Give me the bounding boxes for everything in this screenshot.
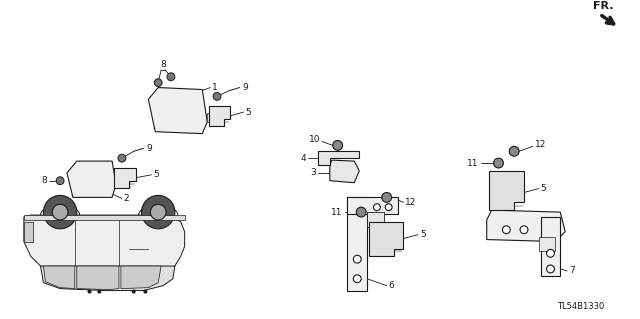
- Circle shape: [502, 226, 510, 234]
- Text: TL54B1330: TL54B1330: [557, 302, 604, 311]
- Circle shape: [382, 192, 392, 202]
- Text: 8: 8: [160, 61, 166, 70]
- Polygon shape: [539, 237, 556, 251]
- Text: 1: 1: [212, 83, 218, 92]
- Polygon shape: [369, 222, 403, 256]
- Circle shape: [98, 290, 101, 293]
- Polygon shape: [121, 266, 161, 289]
- Circle shape: [167, 73, 175, 81]
- Polygon shape: [541, 217, 560, 276]
- Circle shape: [385, 204, 392, 211]
- Text: 9: 9: [243, 83, 248, 92]
- Circle shape: [44, 196, 77, 229]
- Polygon shape: [148, 87, 207, 134]
- Text: 5: 5: [541, 184, 547, 193]
- Polygon shape: [209, 106, 230, 126]
- Circle shape: [144, 290, 147, 293]
- Circle shape: [213, 93, 221, 100]
- Circle shape: [88, 290, 91, 293]
- Circle shape: [52, 204, 68, 220]
- Polygon shape: [348, 197, 399, 214]
- Text: 4: 4: [301, 154, 307, 163]
- Text: 6: 6: [388, 281, 394, 290]
- Text: 10: 10: [308, 135, 320, 144]
- Polygon shape: [44, 266, 75, 289]
- Circle shape: [493, 158, 504, 168]
- Text: 9: 9: [147, 144, 152, 153]
- Polygon shape: [24, 215, 185, 220]
- Circle shape: [333, 140, 342, 150]
- Polygon shape: [40, 266, 175, 291]
- Circle shape: [374, 204, 380, 211]
- Polygon shape: [489, 171, 524, 210]
- Polygon shape: [24, 222, 33, 241]
- Text: 3: 3: [310, 168, 316, 177]
- Polygon shape: [24, 215, 185, 273]
- Polygon shape: [367, 212, 384, 227]
- Circle shape: [132, 290, 135, 293]
- Text: 12: 12: [535, 140, 546, 149]
- Circle shape: [353, 275, 361, 283]
- Circle shape: [150, 204, 166, 220]
- Circle shape: [353, 255, 361, 263]
- Text: FR.: FR.: [593, 1, 613, 11]
- Text: 11: 11: [331, 208, 342, 217]
- Polygon shape: [207, 112, 217, 124]
- Circle shape: [547, 249, 554, 257]
- Circle shape: [356, 207, 366, 217]
- Circle shape: [520, 226, 528, 234]
- Circle shape: [118, 154, 126, 162]
- Text: 5: 5: [153, 170, 159, 179]
- Text: 2: 2: [124, 194, 129, 203]
- Polygon shape: [348, 197, 367, 291]
- Polygon shape: [487, 210, 565, 241]
- Polygon shape: [77, 266, 119, 290]
- Polygon shape: [67, 161, 116, 197]
- Circle shape: [56, 177, 64, 185]
- Polygon shape: [330, 160, 359, 183]
- Circle shape: [509, 146, 519, 156]
- Text: 5: 5: [420, 230, 426, 239]
- Circle shape: [547, 265, 554, 273]
- Circle shape: [141, 196, 175, 229]
- Text: 5: 5: [246, 108, 252, 116]
- Polygon shape: [318, 151, 359, 165]
- Text: 11: 11: [467, 159, 479, 167]
- Text: 7: 7: [569, 266, 575, 275]
- Text: 12: 12: [405, 198, 417, 207]
- Polygon shape: [114, 168, 136, 188]
- Text: 8: 8: [42, 176, 47, 185]
- Circle shape: [154, 79, 162, 86]
